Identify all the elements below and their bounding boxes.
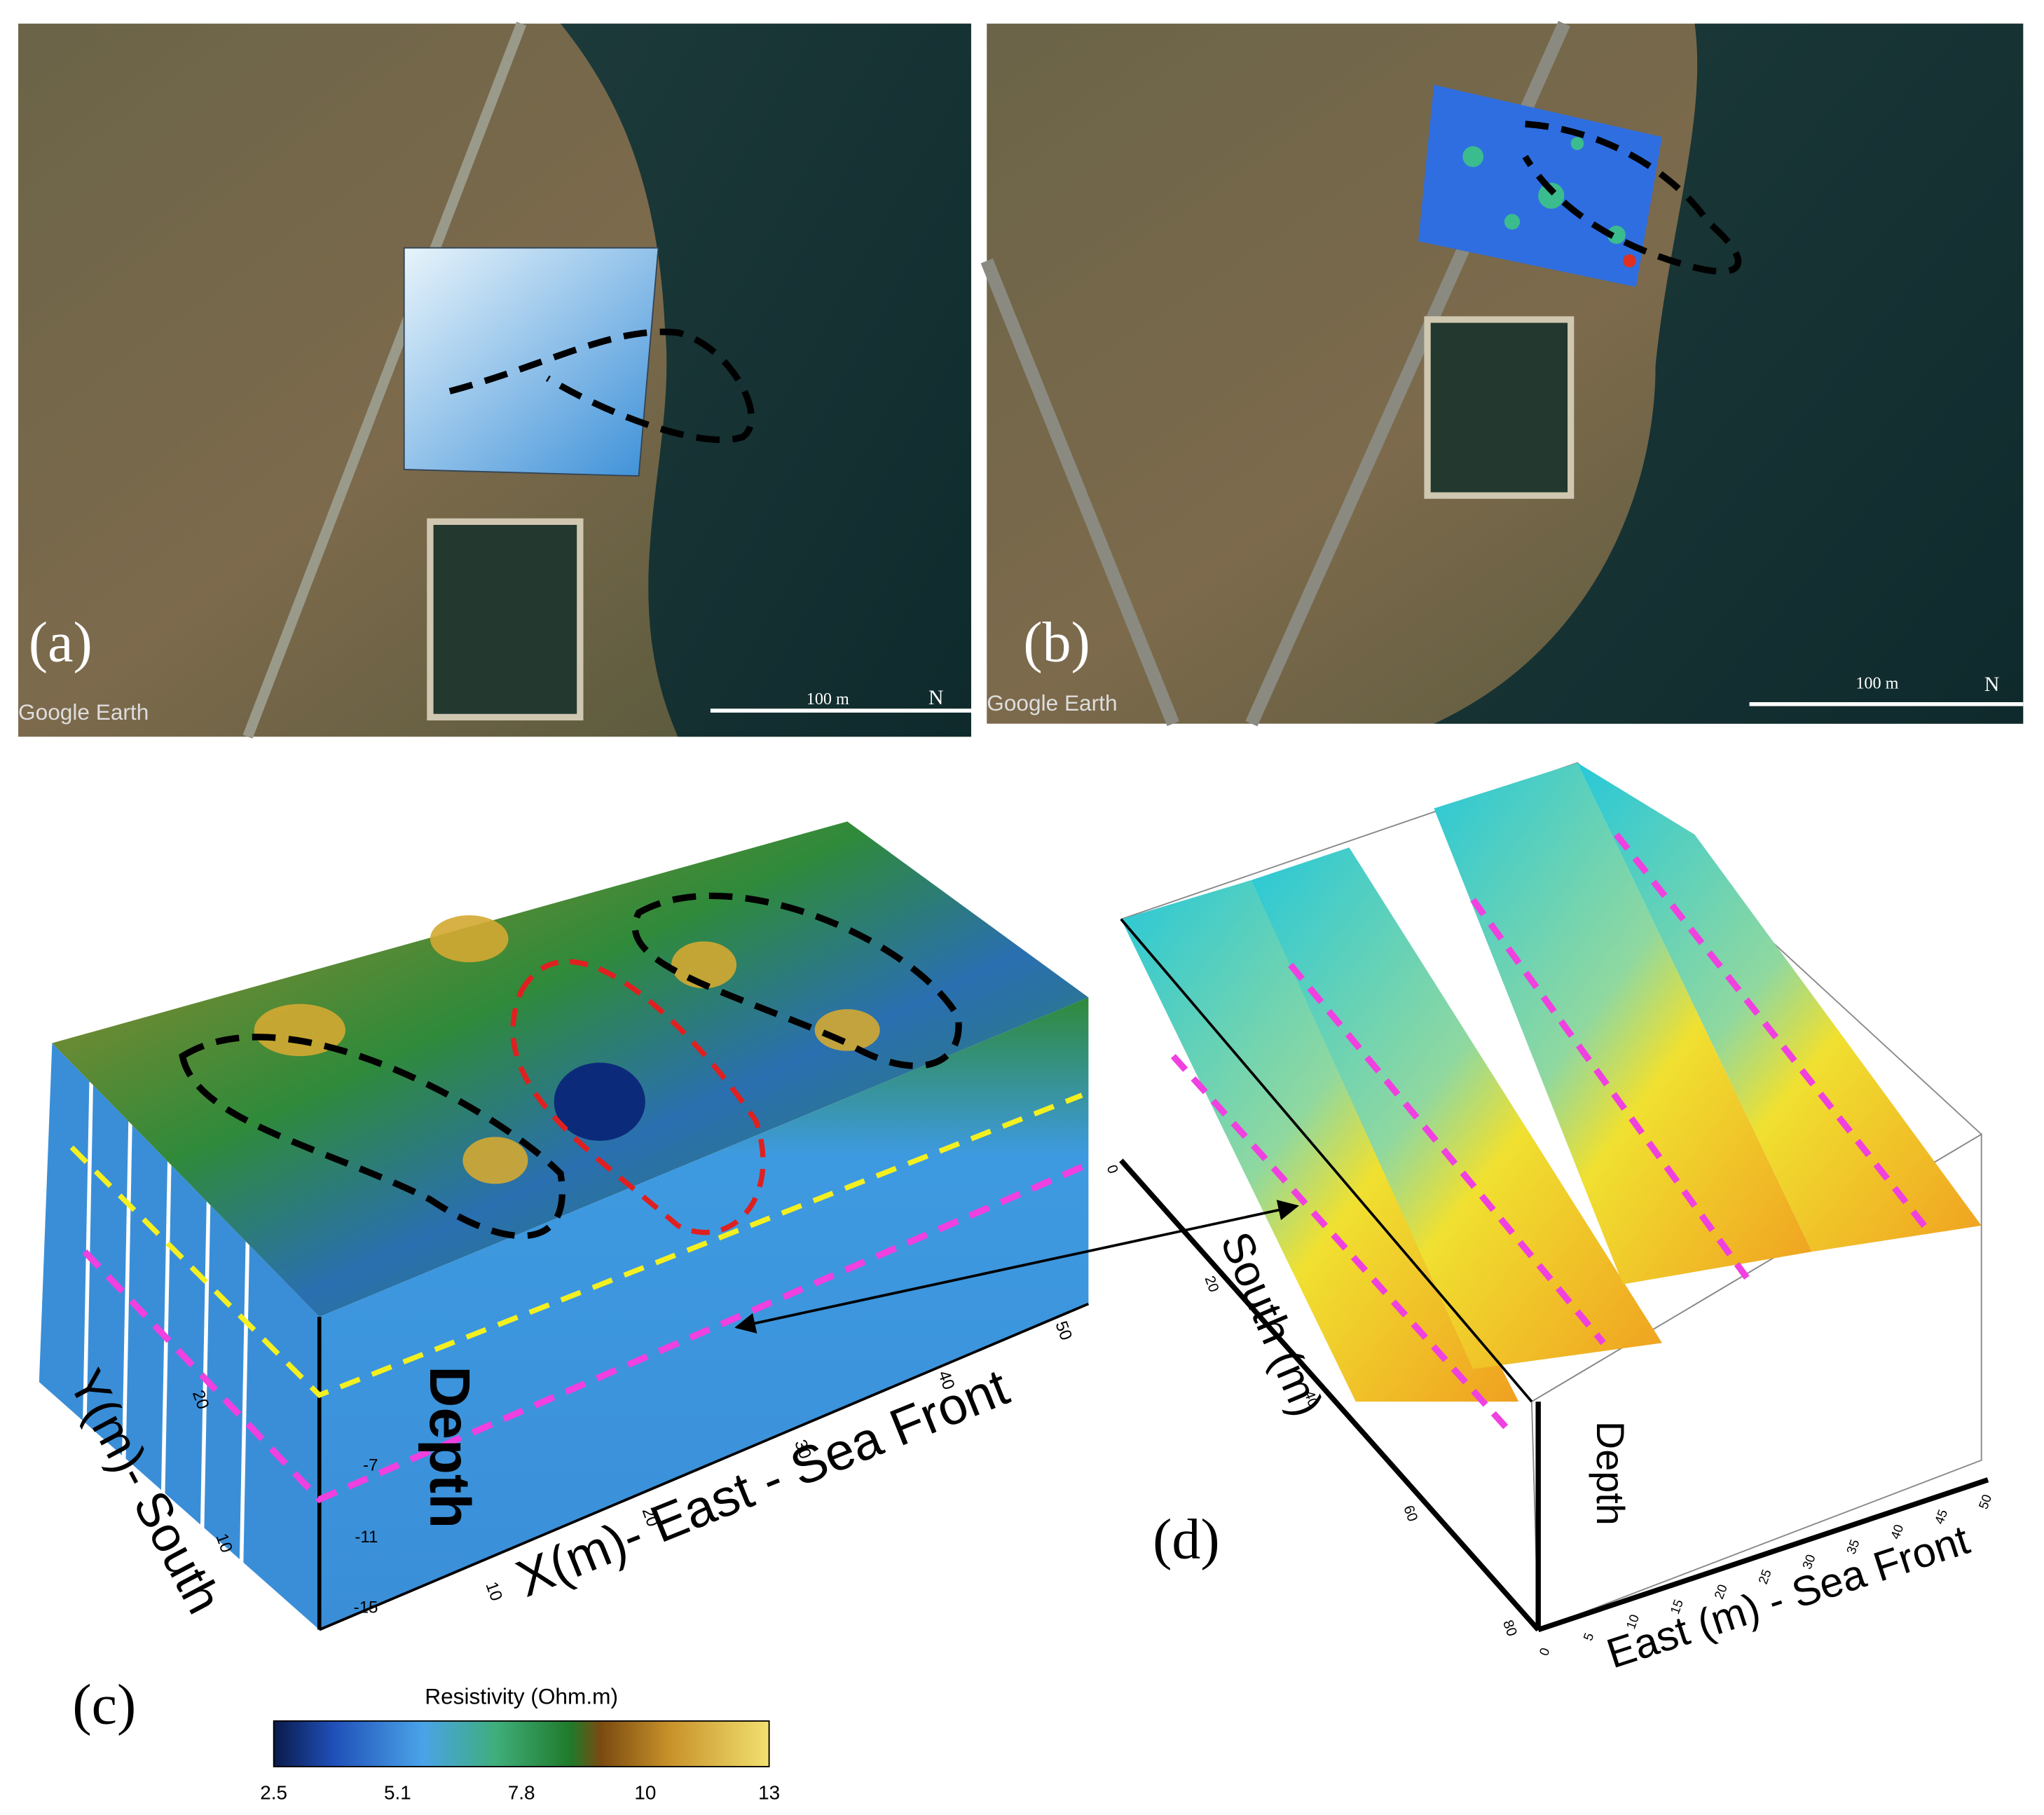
z-tick-label: -7 [363,1456,378,1475]
x-tick-label: 10 [481,1580,506,1604]
x-tick-label: 50 [1975,1493,1994,1512]
colorbar-tick-label: 7.8 [508,1781,535,1803]
watermark: Google Earth [18,699,149,725]
colorbar-tick-label: 10 [634,1781,656,1803]
watermark: Google Earth [987,690,1117,715]
colorbar-tick-label: 2.5 [260,1781,287,1803]
x-tick-label: 0 [1536,1645,1552,1657]
panel-label: (d) [1153,1507,1219,1570]
panel-label: (c) [72,1673,136,1737]
panel-label: (a) [29,610,92,673]
panel-d [734,762,1989,1633]
z-tick-label: -15 [354,1598,378,1617]
colorbar-tick-label: 13 [758,1781,780,1803]
y-tick-label: 80 [1500,1618,1520,1638]
z-tick-label: -11 [355,1528,378,1547]
axis-label: Depth [418,1366,481,1528]
y-tick-label: 0 [1104,1163,1122,1176]
panel-b [980,20,2024,727]
colorbar [273,1720,770,1767]
north-label: N [1984,673,2000,696]
axis-label: Depth [1589,1421,1633,1526]
y-tick-label: 20 [1202,1274,1222,1294]
panel-a [18,22,971,739]
colorbar-tick-label: 5.1 [384,1781,411,1803]
x-tick-label: 50 [1051,1319,1076,1343]
scale-bar-label: 100 m [1856,673,1898,692]
north-label: N [928,686,944,709]
colorbar-title: Resistivity (Ohm.m) [425,1684,618,1709]
scale-bar-label: 100 m [807,690,849,708]
y-tick-label: 60 [1400,1503,1420,1523]
panel-c [39,821,1090,1631]
x-tick-label: 5 [1580,1631,1596,1643]
panel-label: (b) [1023,610,1090,673]
